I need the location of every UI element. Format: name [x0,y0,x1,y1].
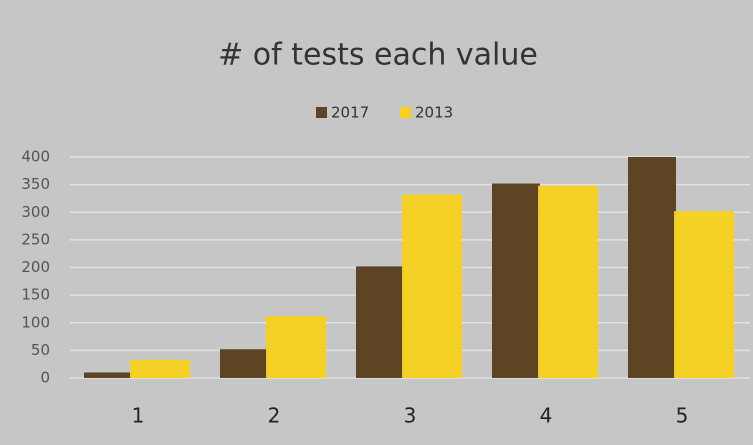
y-tick-label: 150 [21,286,50,304]
x-tick-label: 5 [676,404,689,428]
y-tick-label: 400 [21,148,50,166]
x-tick-label: 1 [132,404,145,428]
bar [356,266,404,378]
x-tick-label: 2 [268,404,281,428]
legend-label: 2013 [415,104,453,122]
y-tick-label: 300 [21,203,50,221]
legend-label: 2017 [331,104,369,122]
y-tick-label: 50 [31,341,50,359]
y-tick-label: 100 [21,313,50,331]
legend-swatch [316,107,327,118]
y-tick-label: 350 [21,175,50,193]
y-tick-label: 250 [21,230,50,248]
bar [84,372,132,378]
y-tick-label: 0 [40,369,50,387]
chart-title: # of tests each value [218,38,538,73]
bar [220,349,268,378]
bar [130,359,190,378]
x-tick-label: 3 [404,404,417,428]
bar [492,183,540,378]
bar [266,316,326,378]
bar [674,211,734,378]
y-tick-label: 200 [21,258,50,276]
legend-swatch [400,107,411,118]
x-tick-label: 4 [540,404,553,428]
bar [402,194,462,378]
bar [628,157,676,378]
bar [538,185,598,378]
